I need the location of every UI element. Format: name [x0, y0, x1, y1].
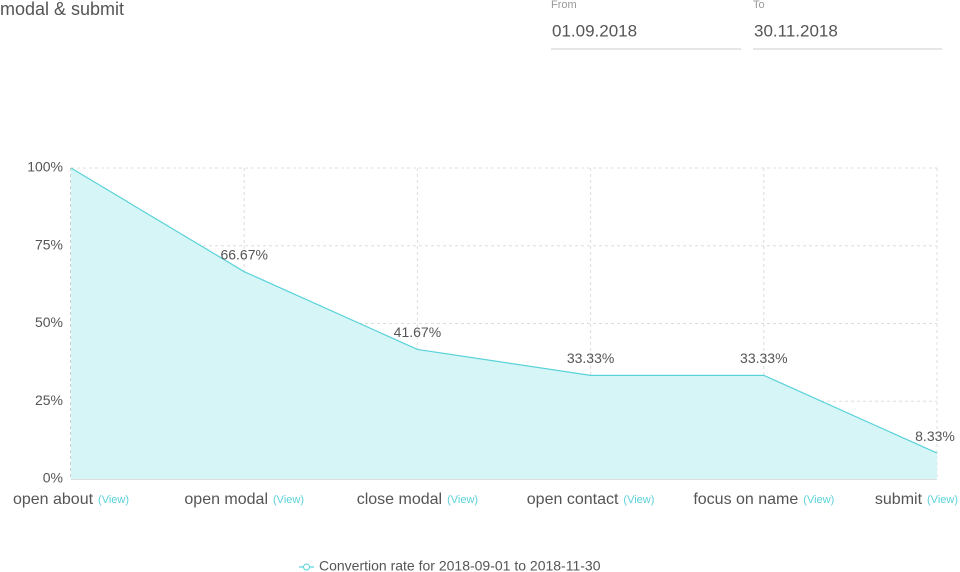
x-tick-label: open modal (View) — [184, 491, 304, 508]
page-title: modal & submit — [0, 0, 124, 19]
value-label: 8.33% — [915, 428, 955, 444]
category-label: open contact — [527, 491, 619, 508]
category-label: open about — [13, 491, 94, 508]
category-label: focus on name — [693, 491, 798, 508]
to-field[interactable]: To 30.11.2018 — [753, 0, 942, 50]
category-label: close modal — [357, 491, 442, 508]
view-link[interactable]: (View) — [273, 494, 304, 506]
view-link[interactable]: (View) — [98, 494, 129, 506]
view-link[interactable]: (View) — [927, 494, 958, 506]
legend-label: Convertion rate for 2018-09-01 to 2018-1… — [319, 558, 601, 572]
view-link[interactable]: (View) — [623, 494, 654, 506]
value-label: 33.33% — [567, 350, 614, 366]
value-label: 41.67% — [394, 324, 441, 340]
to-value[interactable]: 30.11.2018 — [754, 21, 838, 40]
x-tick-label: submit (View) — [875, 491, 958, 508]
y-tick-label: 0% — [43, 470, 63, 486]
from-label: From — [551, 0, 577, 11]
y-tick-label: 75% — [35, 236, 63, 252]
to-label: To — [753, 0, 765, 11]
from-value[interactable]: 01.09.2018 — [552, 21, 637, 40]
x-tick-label: focus on name (View) — [693, 491, 834, 508]
legend-marker — [303, 563, 310, 571]
view-link[interactable]: (View) — [447, 494, 478, 506]
y-tick-label: 100% — [27, 159, 63, 175]
value-label: 66.67% — [220, 246, 267, 262]
x-tick-label: open contact (View) — [527, 491, 655, 508]
from-field[interactable]: From 01.09.2018 — [551, 0, 741, 50]
value-label: 33.33% — [740, 350, 787, 366]
line — [70, 167, 938, 454]
y-tick-label: 50% — [35, 314, 63, 330]
x-tick-label: close modal (View) — [357, 491, 478, 508]
category-label: open modal — [184, 491, 268, 508]
chart: 0%25%50%75%100%open about (View) open moda… — [13, 159, 958, 572]
x-tick-label: open about (View) — [13, 491, 129, 508]
area — [71, 168, 937, 479]
category-label: submit — [875, 491, 923, 508]
y-tick-label: 25% — [35, 392, 63, 408]
view-link[interactable]: (View) — [803, 494, 834, 506]
